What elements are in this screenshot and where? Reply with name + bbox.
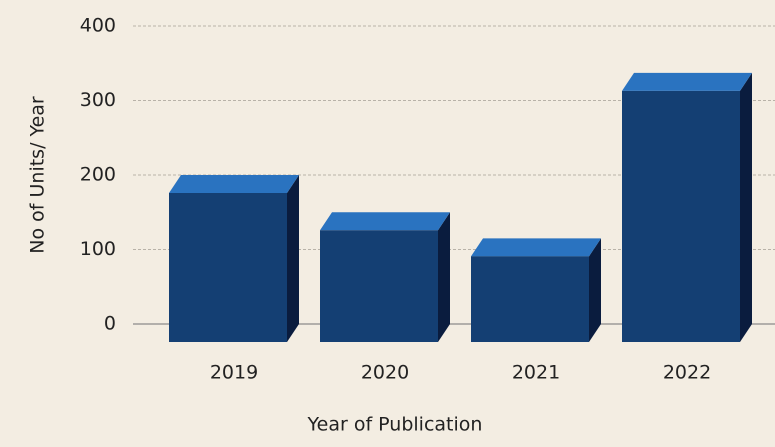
y-axis-title: No of Units/ Year	[27, 96, 49, 254]
bar	[471, 256, 589, 342]
x-axis-title: Year of Publication	[307, 414, 483, 436]
bar-top	[169, 175, 299, 193]
bar	[622, 90, 740, 342]
bar	[169, 193, 287, 342]
bar-side	[740, 72, 752, 342]
y-tick-label: 400	[80, 15, 116, 37]
x-tick-label: 2020	[361, 362, 409, 384]
y-tick-label: 200	[80, 164, 116, 186]
bar	[320, 230, 438, 342]
bar-top	[320, 212, 450, 231]
bar-top	[622, 72, 752, 91]
x-tick-label: 2021	[512, 362, 560, 384]
bar-side	[287, 175, 299, 342]
bar-top	[471, 238, 601, 257]
x-tick-label: 2022	[663, 362, 711, 384]
x-tick-label: 2019	[210, 362, 258, 384]
y-tick-label: 300	[80, 89, 116, 111]
y-tick-label: 100	[80, 238, 116, 260]
bar-side	[438, 212, 450, 342]
bar-side	[589, 238, 601, 342]
y-tick-label: 0	[104, 313, 116, 335]
